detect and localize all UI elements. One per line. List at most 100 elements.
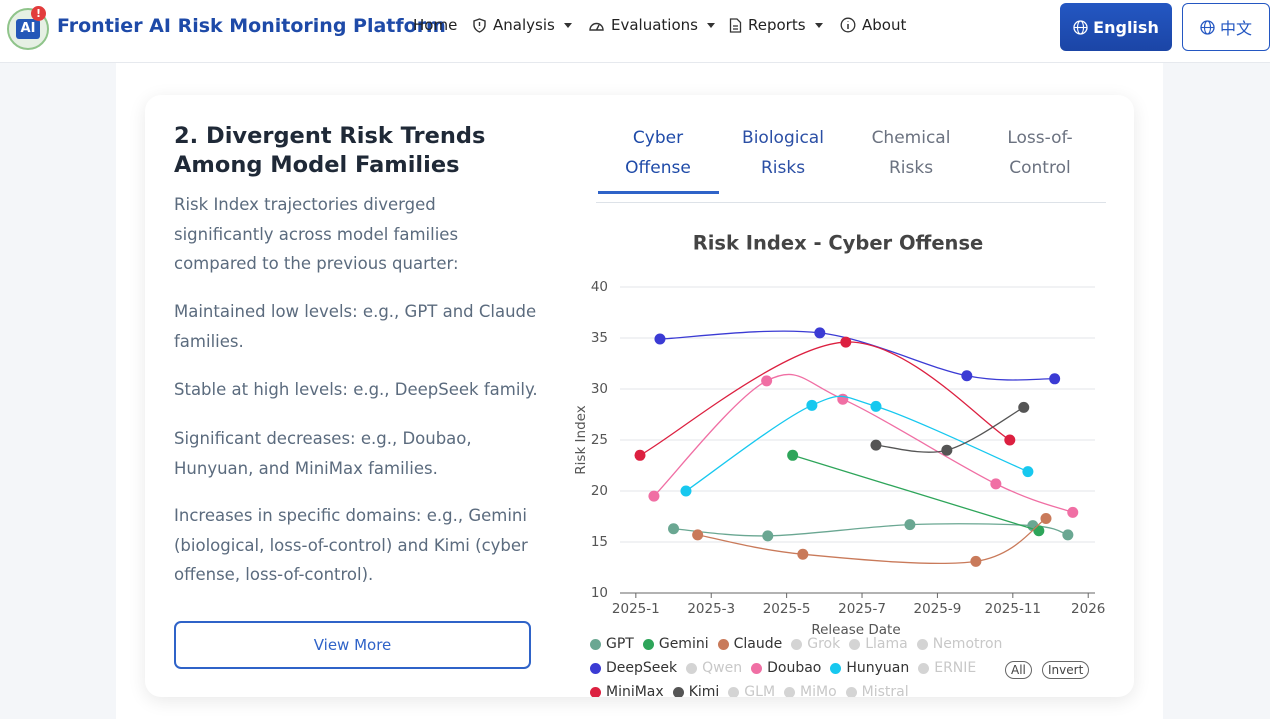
data-point bbox=[941, 444, 953, 456]
legend-label: Qwen bbox=[702, 660, 743, 676]
nav-item[interactable]: About bbox=[840, 16, 906, 34]
x-tick-label: 2025-9 bbox=[914, 601, 962, 617]
nav-item[interactable]: Evaluations bbox=[588, 16, 715, 34]
legend-swatch bbox=[590, 686, 601, 697]
language-button[interactable]: English bbox=[1060, 3, 1172, 51]
nav-text: Evaluations bbox=[611, 16, 698, 34]
tab[interactable]: Biological Risks bbox=[742, 128, 824, 178]
legend-label: DeepSeek bbox=[606, 660, 678, 676]
legend-item[interactable]: Hunyuan bbox=[830, 660, 909, 676]
legend-label: Grok bbox=[807, 636, 841, 652]
icon bbox=[729, 17, 742, 33]
legend-item[interactable]: Qwen bbox=[686, 660, 742, 676]
series-line bbox=[697, 517, 1047, 565]
x-tick-label: 2025-1 bbox=[612, 601, 660, 617]
legend-label: Kimi bbox=[688, 684, 720, 697]
site-title[interactable]: Frontier AI Risk Monitoring Platform bbox=[57, 15, 446, 37]
legend-item[interactable]: Gemini bbox=[642, 636, 709, 652]
paragraph: Stable at high levels: e.g., DeepSeek fa… bbox=[174, 380, 538, 399]
data-point bbox=[1049, 373, 1061, 385]
legend-swatch bbox=[728, 686, 740, 697]
legend-swatch bbox=[849, 638, 861, 650]
data-point bbox=[814, 327, 826, 339]
data-point bbox=[1062, 529, 1074, 541]
y-tick-label: 10 bbox=[591, 585, 608, 601]
nav-item[interactable]: Analysis bbox=[472, 16, 572, 34]
data-point bbox=[1033, 525, 1045, 537]
legend-item[interactable]: Claude bbox=[717, 636, 782, 652]
legend-swatch bbox=[686, 662, 698, 674]
legend-item[interactable]: MiniMax bbox=[590, 684, 664, 697]
y-tick-label: 15 bbox=[591, 534, 608, 550]
data-point bbox=[762, 530, 774, 542]
legend-item[interactable]: Nemotron bbox=[916, 636, 1002, 652]
legend-swatch bbox=[791, 638, 803, 650]
tab-divider bbox=[596, 202, 1106, 203]
data-point bbox=[961, 370, 973, 382]
logo-text: AI bbox=[16, 19, 40, 39]
legend-item[interactable]: ERNIE bbox=[918, 660, 976, 676]
nav-text: Reports bbox=[748, 16, 806, 34]
data-point bbox=[1004, 434, 1016, 446]
legend-control[interactable]: Invert bbox=[1042, 661, 1090, 679]
legend-item[interactable]: Kimi bbox=[672, 684, 720, 697]
active-tab-indicator bbox=[598, 191, 719, 194]
icon bbox=[1073, 19, 1088, 35]
y-tick-label: 30 bbox=[591, 381, 608, 397]
data-point bbox=[654, 333, 666, 345]
legend-item[interactable]: Mistral bbox=[845, 684, 909, 697]
data-point bbox=[837, 393, 849, 405]
paragraph: Risk Index trajectories diverged signifi… bbox=[174, 195, 459, 273]
legend-item[interactable]: DeepSeek bbox=[590, 660, 677, 676]
y-axis-label: Risk Index bbox=[573, 405, 589, 474]
legend-control[interactable]: All bbox=[1005, 661, 1032, 679]
legend-swatch bbox=[751, 662, 763, 674]
legend-item[interactable]: GLM bbox=[728, 684, 775, 697]
legend-item[interactable]: GPT bbox=[590, 636, 634, 652]
legend-label: Doubao bbox=[767, 660, 822, 676]
legend-label: Hunyuan bbox=[846, 660, 910, 676]
nav-item[interactable]: Home bbox=[413, 16, 457, 34]
x-tick-label: 2025-5 bbox=[763, 601, 811, 617]
legend-swatch bbox=[784, 686, 796, 697]
tab[interactable]: Loss-of-Control bbox=[1007, 128, 1073, 178]
nav-text: About bbox=[862, 16, 907, 34]
legend-label: GPT bbox=[606, 636, 634, 652]
x-tick-label: 2026 bbox=[1071, 601, 1105, 617]
legend-label: GLM bbox=[744, 684, 776, 697]
legend-swatch bbox=[830, 662, 842, 674]
nav-text: Home bbox=[413, 16, 458, 34]
data-point bbox=[761, 375, 773, 387]
data-point bbox=[797, 548, 809, 560]
paragraph: Maintained low levels: e.g., GPT and Cla… bbox=[174, 302, 537, 351]
y-tick-label: 25 bbox=[591, 432, 608, 448]
paragraph: Significant decreases: e.g., Doubao, Hun… bbox=[174, 429, 472, 478]
legend-swatch bbox=[845, 686, 857, 697]
y-tick-label: 35 bbox=[591, 330, 608, 346]
data-point bbox=[870, 439, 882, 451]
legend-label: Gemini bbox=[658, 636, 709, 652]
icon bbox=[473, 17, 486, 33]
logo[interactable]: AI ! bbox=[7, 6, 49, 50]
nav-item[interactable]: Reports bbox=[729, 16, 823, 34]
legend-item[interactable]: MiMo bbox=[784, 684, 837, 697]
section-title: 2. Divergent Risk Trends Among Model Fam… bbox=[174, 123, 486, 178]
legend-swatch bbox=[717, 638, 729, 650]
tab[interactable]: Chemical Risks bbox=[871, 128, 951, 178]
language-button[interactable]: 中文 bbox=[1182, 3, 1270, 51]
icon bbox=[1200, 19, 1215, 35]
legend-item[interactable]: Doubao bbox=[751, 660, 821, 676]
data-point bbox=[680, 485, 692, 497]
legend-label: MiMo bbox=[800, 684, 837, 697]
tab[interactable]: Cyber Offense bbox=[625, 128, 691, 178]
view-more-button[interactable]: View More bbox=[174, 621, 531, 669]
legend-label: MiniMax bbox=[606, 684, 664, 697]
data-point bbox=[840, 336, 852, 348]
legend-item[interactable]: Grok bbox=[791, 636, 840, 652]
y-tick-label: 40 bbox=[591, 279, 608, 295]
legend-item[interactable]: Llama bbox=[849, 636, 908, 652]
legend-swatch bbox=[590, 662, 601, 674]
header: AI ! Frontier AI Risk Monitoring Platfor… bbox=[0, 0, 1270, 63]
x-tick-label: 2025-7 bbox=[838, 601, 886, 617]
